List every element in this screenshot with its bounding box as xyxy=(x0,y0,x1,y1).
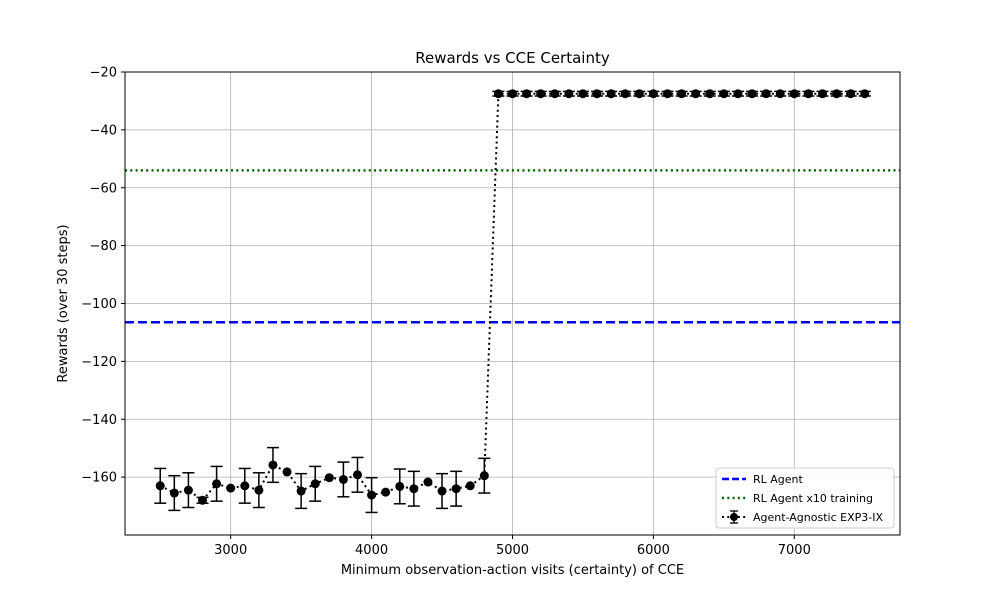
x-axis-title: Minimum observation-action visits (certa… xyxy=(341,563,684,578)
data-point xyxy=(536,89,546,99)
data-point xyxy=(803,89,813,99)
data-point xyxy=(155,481,165,491)
data-point xyxy=(648,89,658,99)
data-point xyxy=(592,89,602,99)
data-point xyxy=(550,89,560,99)
data-point xyxy=(747,89,757,99)
data-point xyxy=(395,481,405,491)
data-point xyxy=(663,89,672,99)
data-point xyxy=(832,89,842,99)
data-point xyxy=(789,89,799,99)
data-point xyxy=(564,89,574,99)
legend-box xyxy=(715,467,895,529)
data-point xyxy=(268,460,278,470)
legend-label: Agent-Agnostic EXP3-IX xyxy=(753,511,883,524)
data-point xyxy=(677,89,687,99)
data-point xyxy=(691,89,701,99)
data-point xyxy=(437,486,447,496)
y-tick-label: −80 xyxy=(90,239,117,254)
y-axis-ticks: −160 −140 −120 −100 −80 −60 −40 −20 xyxy=(81,66,125,486)
data-point xyxy=(423,477,433,487)
reference-lines xyxy=(125,169,900,324)
data-point xyxy=(240,481,250,491)
legend-label: RL Agent xyxy=(753,473,804,486)
legend-swatch-marker xyxy=(730,513,738,521)
data-point xyxy=(381,487,391,497)
data-point xyxy=(198,495,207,505)
data-point xyxy=(254,485,264,495)
chart-title: Rewards vs CCE Certainty xyxy=(415,49,610,67)
y-tick-label: −60 xyxy=(90,181,117,196)
data-point xyxy=(296,486,306,496)
y-tick-label: −160 xyxy=(81,471,117,486)
data-point xyxy=(860,89,870,99)
x-tick-label: 7000 xyxy=(778,543,811,558)
x-tick-label: 4000 xyxy=(355,543,388,558)
series-layer xyxy=(154,89,871,514)
data-point xyxy=(522,89,532,99)
x-axis-ticks: 3000 4000 5000 6000 7000 xyxy=(214,535,811,558)
data-point xyxy=(508,89,517,99)
y-tick-label: −140 xyxy=(81,413,117,428)
data-point xyxy=(282,467,292,477)
data-point xyxy=(324,473,334,483)
y-tick-label: −40 xyxy=(90,123,117,138)
data-point xyxy=(479,471,489,481)
data-point xyxy=(620,89,630,99)
y-tick-label: −100 xyxy=(81,297,117,312)
data-point xyxy=(761,89,771,99)
x-tick-label: 3000 xyxy=(214,543,247,558)
y-tick-label: −120 xyxy=(81,355,117,370)
data-point xyxy=(451,484,461,494)
data-point xyxy=(733,89,743,99)
data-point xyxy=(409,484,419,494)
legend: RL Agent RL Agent x10 training Agent-Agnos… xyxy=(715,467,895,529)
data-point xyxy=(353,470,362,480)
data-point xyxy=(705,89,715,99)
data-point xyxy=(183,485,193,495)
data-point xyxy=(338,474,348,484)
legend-label: RL Agent x10 training xyxy=(753,492,873,505)
data-point xyxy=(367,490,377,500)
x-tick-label: 6000 xyxy=(637,543,670,558)
data-point xyxy=(310,479,320,489)
y-tick-label: −20 xyxy=(90,66,117,81)
data-point xyxy=(578,89,588,99)
y-axis-title: Rewards (over 30 steps) xyxy=(56,224,71,382)
data-point xyxy=(465,481,475,491)
data-point xyxy=(846,89,856,99)
data-point xyxy=(719,89,729,99)
data-point xyxy=(606,89,616,99)
data-point xyxy=(226,483,236,493)
data-point xyxy=(493,89,503,99)
data-point xyxy=(775,89,785,99)
data-point xyxy=(818,89,827,99)
data-point xyxy=(212,479,222,489)
data-point xyxy=(634,89,644,99)
x-tick-label: 5000 xyxy=(496,543,529,558)
grid-lines xyxy=(125,71,900,535)
data-point xyxy=(169,488,179,498)
